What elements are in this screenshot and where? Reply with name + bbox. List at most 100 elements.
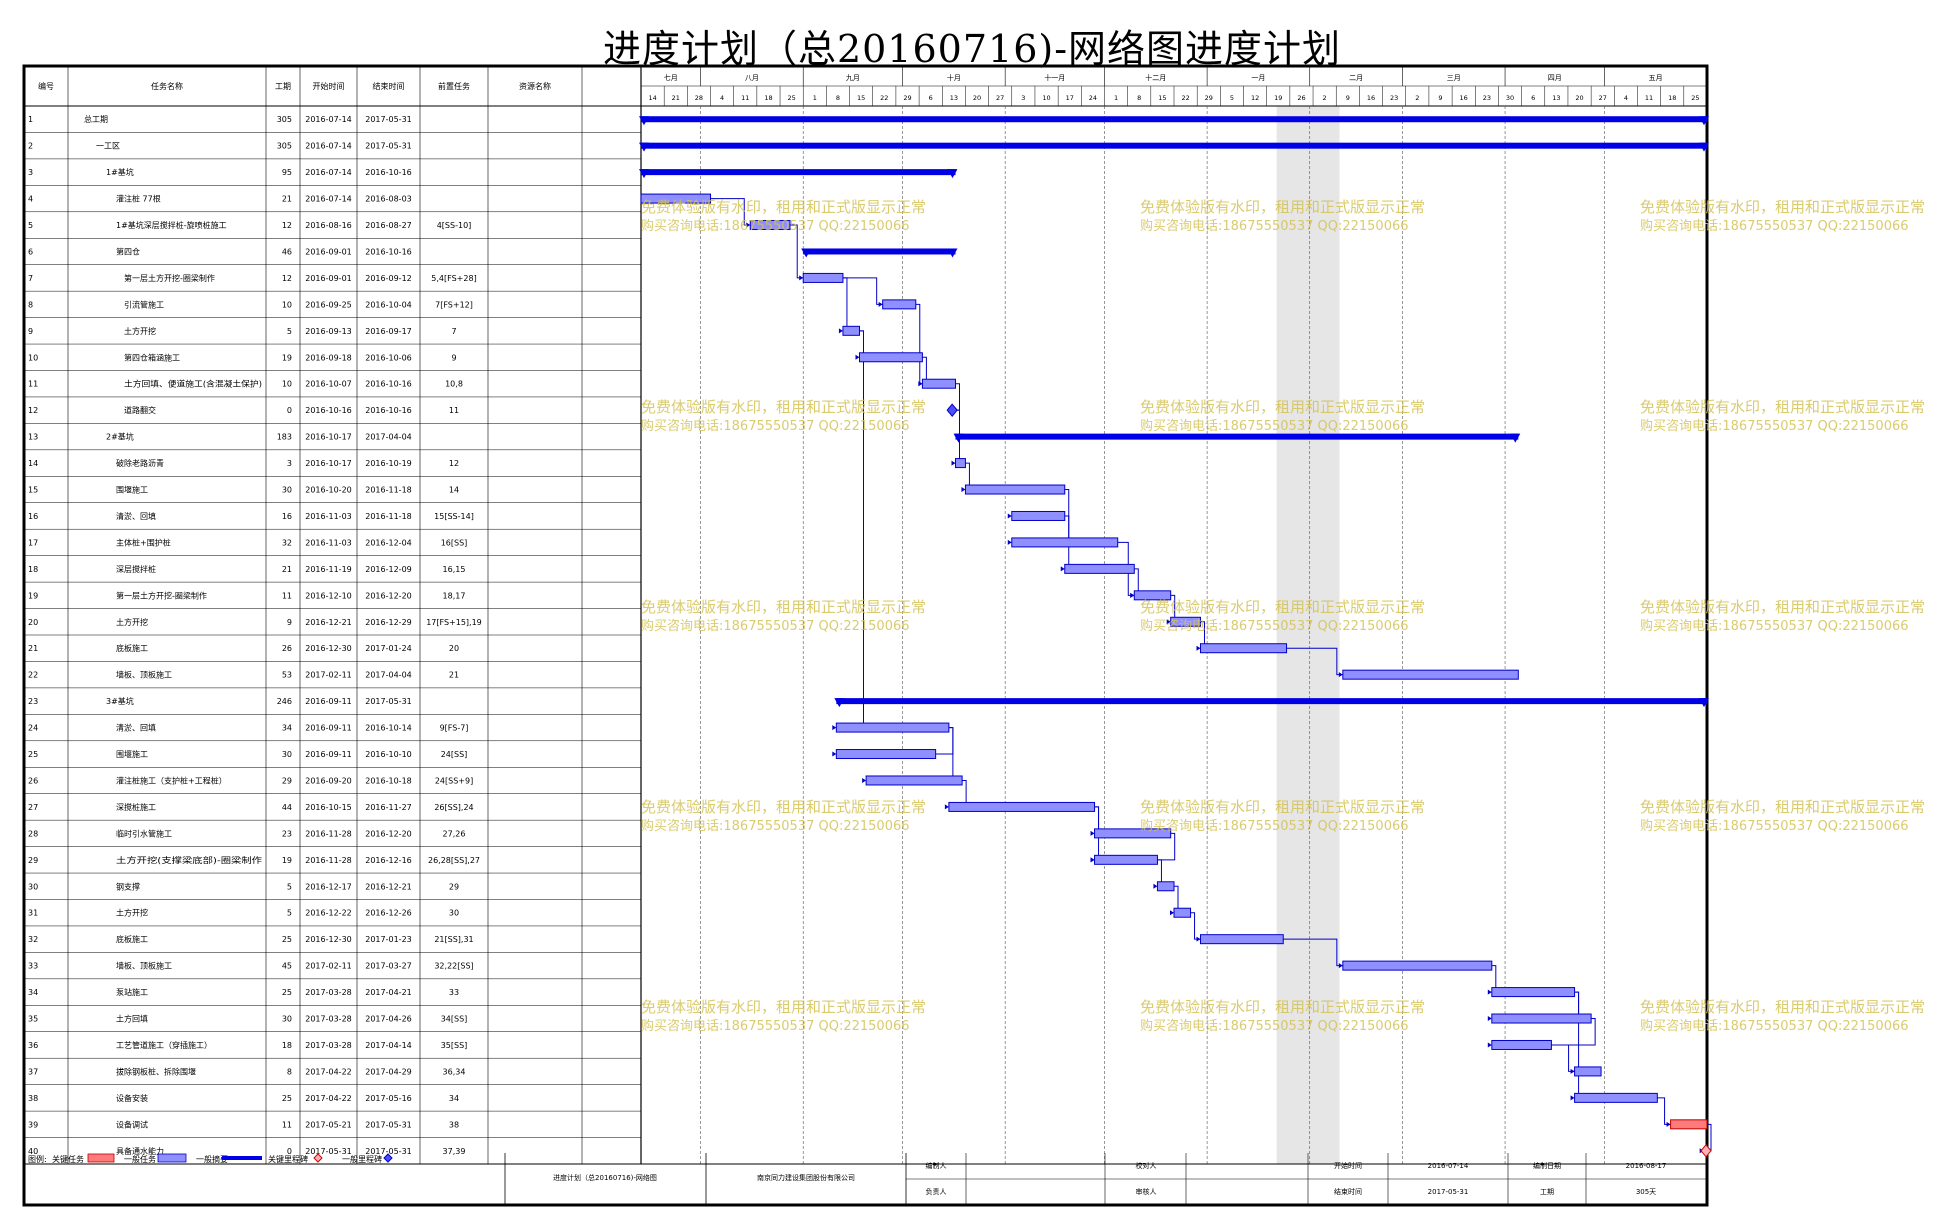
task-finish: 2017-04-21	[365, 988, 412, 997]
task-bar	[1574, 1092, 1658, 1103]
task-finish: 2016-10-16	[365, 247, 412, 256]
week-label: 3	[1021, 94, 1025, 102]
week-label: 18	[764, 94, 772, 102]
task-duration: 34	[282, 724, 292, 733]
month-label-dec: 十二月	[1145, 73, 1166, 82]
task-finish: 2016-10-16	[365, 168, 412, 177]
dependency-arrow	[918, 381, 923, 387]
footer-start-label: 开始时间	[1334, 1161, 1362, 1170]
task-predecessors: 36,34	[443, 1067, 466, 1076]
task-bar	[749, 220, 791, 231]
task-duration: 25	[282, 988, 292, 997]
week-label: 4	[1624, 94, 1628, 102]
task-id: 37	[28, 1067, 38, 1076]
task-id: 24	[28, 724, 38, 733]
task-name: 围堰施工	[116, 485, 148, 495]
week-label: 6	[929, 94, 933, 102]
dependency-arrow	[799, 275, 804, 281]
summary-start-cap	[639, 142, 649, 152]
task-id: 9	[28, 327, 33, 336]
task-name: 土方开挖	[116, 617, 148, 627]
task-duration: 45	[282, 962, 292, 971]
task-bar	[835, 722, 950, 733]
task-duration: 246	[277, 697, 292, 706]
task-predecessors: 29	[449, 882, 459, 891]
critical-milestone-diamond	[1700, 1143, 1712, 1158]
dependency-arrow	[1060, 566, 1065, 572]
task-start: 2016-10-07	[305, 380, 352, 389]
task-predecessors: 20	[449, 644, 459, 653]
task-duration: 21	[282, 565, 292, 574]
legend-critical-swatch	[87, 1153, 115, 1163]
task-start: 2016-10-17	[305, 433, 352, 442]
task-finish: 2017-01-23	[365, 935, 412, 944]
task-finish: 2016-12-20	[365, 829, 412, 838]
task-start: 2016-09-11	[305, 750, 352, 759]
month-label-apr: 四月	[1548, 74, 1562, 82]
week-label: 23	[1483, 94, 1491, 102]
task-start: 2016-07-14	[305, 168, 352, 177]
month-label-sep: 九月	[846, 73, 860, 82]
task-bar	[964, 484, 1066, 495]
task-duration: 183	[277, 433, 292, 442]
week-label: 9	[1438, 94, 1442, 102]
task-start: 2016-09-13	[305, 327, 352, 336]
week-label: 26	[1297, 94, 1305, 102]
task-id: 32	[28, 935, 38, 944]
watermark-line1: 免费体验版有水印，租用和正式版显示正常	[1640, 998, 1925, 1016]
task-id: 11	[28, 380, 38, 389]
task-duration: 3	[287, 459, 292, 468]
task-predecessors: 17[FS+15],19	[426, 618, 482, 627]
legend-summary-label: 一般摘要	[196, 1154, 228, 1164]
task-start: 2016-11-28	[305, 856, 352, 865]
footer-company: 南京同力建设集团股份有限公司	[757, 1173, 855, 1182]
task-duration: 5	[287, 327, 292, 336]
task-duration: 25	[282, 1094, 292, 1103]
task-bar	[842, 325, 860, 336]
task-bar	[1173, 907, 1192, 918]
task-finish: 2017-04-29	[365, 1067, 412, 1076]
task-bar	[1491, 987, 1576, 998]
task-start: 2017-02-11	[305, 671, 352, 680]
dependency-link	[1551, 1044, 1575, 1072]
watermark-line1: 免费体验版有水印，租用和正式版显示正常	[1140, 998, 1425, 1016]
month-label-oct: 十月	[947, 73, 961, 82]
watermark-line1: 免费体验版有水印，租用和正式版显示正常	[1140, 198, 1425, 216]
summary-start-cap	[639, 169, 649, 179]
task-predecessors: 27,26	[443, 829, 466, 838]
week-label: 14	[648, 94, 656, 102]
task-id: 25	[28, 750, 38, 759]
task-name: 墙板、顶板施工	[116, 670, 172, 680]
task-predecessors: 18,17	[443, 591, 466, 600]
task-predecessors: 37,39	[443, 1147, 466, 1156]
task-start: 2016-09-01	[305, 247, 352, 256]
task-start: 2017-04-22	[305, 1067, 352, 1076]
dependency-arrow	[1196, 936, 1201, 942]
dependency-arrow	[1090, 857, 1095, 863]
task-predecessors: 34[SS]	[441, 1015, 468, 1024]
week-label: 20	[973, 94, 981, 102]
task-bar	[1199, 934, 1284, 945]
task-id: 3	[28, 168, 33, 177]
summary-bar	[641, 116, 1707, 123]
task-bar	[1011, 537, 1119, 548]
task-predecessors: 11	[449, 406, 459, 415]
task-bar	[1170, 616, 1201, 627]
task-id: 28	[28, 829, 38, 838]
task-finish: 2017-04-14	[365, 1041, 412, 1050]
task-start: 2016-12-22	[305, 909, 352, 918]
week-label: 6	[1531, 94, 1535, 102]
dependency-arrow	[1166, 619, 1171, 625]
dependency-arrow	[1487, 989, 1492, 995]
task-id: 40	[28, 1147, 38, 1156]
task-id: 18	[28, 565, 38, 574]
task-id: 7	[28, 274, 33, 283]
task-predecessors: 4[SS-10]	[437, 221, 472, 230]
week-label: 12	[1251, 94, 1259, 102]
task-duration: 30	[282, 486, 292, 495]
summary-bar	[641, 169, 956, 176]
footer-date-label: 编制日期	[1533, 1161, 1561, 1170]
dependency-arrow	[832, 725, 837, 731]
summary-bar	[836, 698, 1707, 705]
task-id: 34	[28, 988, 38, 997]
